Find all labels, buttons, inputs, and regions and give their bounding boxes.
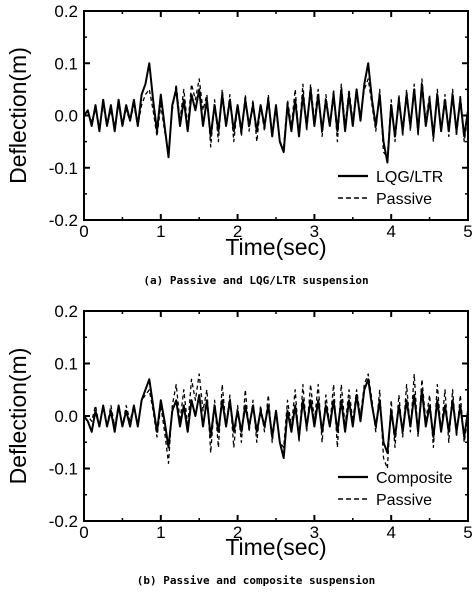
legend-label: Passive [376,492,432,509]
chart-svg: -0.2 -0.1 0.0 0.1 0.2 0 1 2 3 4 5 LQG/LTR Passive Tim… [5,2,473,287]
x-axis-label: Time(sec) [225,234,326,260]
y-tick-label: -0.1 [49,460,78,479]
x-tick-label: 3 [310,523,319,542]
series-line-composite [83,378,469,459]
series-line-passive [84,373,469,470]
x-tick-label: 1 [156,523,165,542]
x-tick-label: 1 [156,222,165,241]
y-tick-label: 0.1 [54,54,78,73]
y-tick-label: 0.1 [54,355,78,374]
x-tick-label: 2 [233,222,242,241]
x-tick-label: 0 [79,523,88,542]
x-axis-label: Time(sec) [225,534,326,560]
x-tick-label: 3 [310,222,319,241]
y-axis-label: Deflection(m) [5,348,31,485]
chart-panel-a: -0.2 -0.1 0.0 0.1 0.2 0 1 2 3 4 5 LQG/LTR Passive Tim… [5,2,473,287]
x-tick-label: 4 [386,523,395,542]
chart-caption: (a) Passive and LQG/LTR suspension [143,274,368,287]
y-tick-label: 0.0 [54,407,78,426]
legend-label: Composite [376,470,453,487]
chart-svg: -0.2 -0.1 0.0 0.1 0.2 0 1 2 3 4 5 Composite Passive T… [5,302,473,587]
series-line-passive [84,78,469,158]
y-tick-label: 0.0 [54,107,78,126]
legend-label: Passive [376,191,432,208]
y-tick-label: -0.2 [49,512,78,531]
x-tick-label: 4 [386,222,395,241]
y-tick-label: 0.2 [54,302,78,321]
chart-panel-b: -0.2 -0.1 0.0 0.1 0.2 0 1 2 3 4 5 Composite Passive T… [0,300,473,595]
x-tick-label: 5 [463,523,472,542]
y-tick-label: -0.1 [49,159,78,178]
y-tick-label: 0.2 [54,2,78,21]
x-tick-label: 2 [233,523,242,542]
x-tick-label: 5 [463,222,472,241]
y-tick-label: -0.2 [49,211,78,230]
x-tick-label: 0 [79,222,88,241]
chart-caption: (b) Passive and composite suspension [137,574,375,587]
y-axis-label: Deflection(m) [5,47,31,184]
legend-label: LQG/LTR [376,169,443,186]
